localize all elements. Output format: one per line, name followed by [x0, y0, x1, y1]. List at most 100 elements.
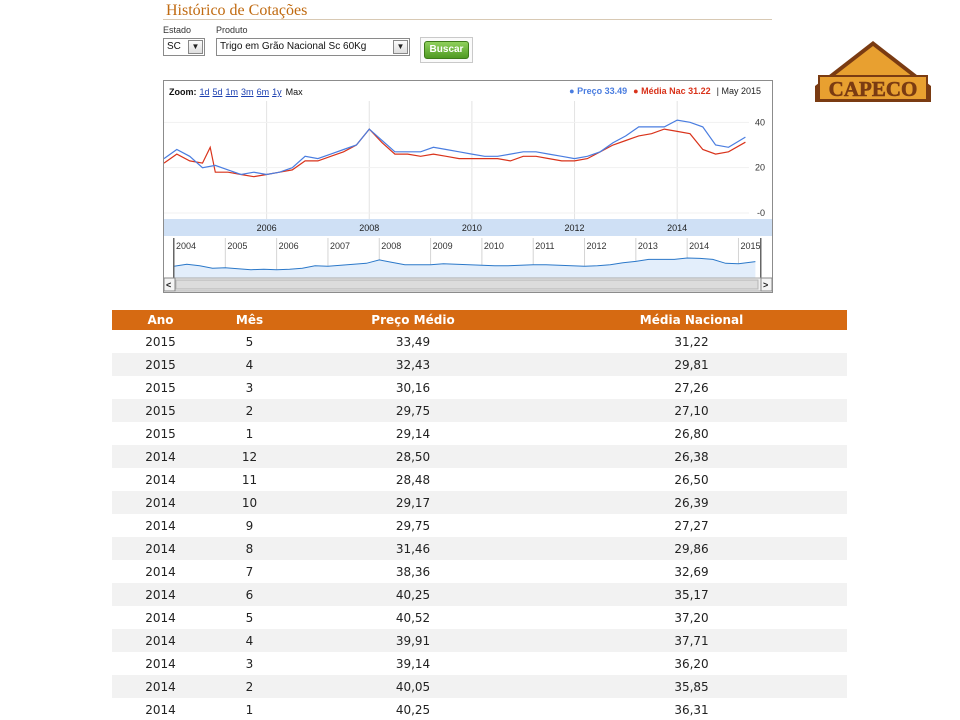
scroll-left-button: [164, 277, 176, 292]
table-cell: 38,36: [395, 564, 431, 579]
table-cell: 3: [245, 656, 254, 671]
table-cell: 29,17: [290, 491, 536, 514]
table-cell: 2015: [145, 334, 176, 349]
zoom-3m[interactable]: 3m: [241, 87, 254, 97]
table-cell: 12: [209, 445, 290, 468]
navigator-label: 2006: [279, 241, 299, 251]
table-cell: 31,22: [674, 334, 709, 349]
estado-select[interactable]: SC ▼: [163, 38, 205, 56]
zoom-bar: Zoom: 1d 5d 1m 3m 6m 1y Max: [169, 87, 303, 97]
table-cell: 2014: [112, 445, 209, 468]
table-cell: 33,49: [395, 334, 431, 349]
logo-text: CAPECO: [829, 77, 918, 101]
produto-value: Trigo em Grão Nacional Sc 60Kg: [220, 41, 367, 52]
produto-select[interactable]: Trigo em Grão Nacional Sc 60Kg ▼: [216, 38, 410, 56]
x-tick-label: 2008: [359, 223, 379, 233]
table-cell: 39,91: [290, 629, 536, 652]
table-cell: 11: [241, 472, 258, 487]
table-cell: 1: [245, 426, 254, 441]
table-cell: 28,50: [290, 445, 536, 468]
table-cell: 5: [245, 610, 254, 625]
table-cell: 29,75: [290, 399, 536, 422]
table-row: 2014 10 29,17 26,39: [112, 491, 847, 514]
x-axis-band: [164, 219, 772, 236]
estado-label: Estado: [163, 25, 192, 35]
table-cell: 36,20: [674, 656, 709, 671]
navigator-label: 2005: [227, 241, 247, 251]
zoom-max: Max: [285, 87, 303, 97]
quotes-table: Ano Mês Preço Médio Média Nacional 2015 5 33,…: [112, 310, 847, 720]
table-row: 2014 7 38,36 32,69: [112, 560, 847, 583]
capeco-logo: CAPECO: [815, 41, 931, 102]
table-cell: 26,50: [674, 472, 709, 487]
table-row: 2014 5 40,52 37,20: [112, 606, 847, 629]
column-header: Preço Médio: [290, 310, 536, 330]
table-row: 2015 1 29,14 26,80: [112, 422, 847, 445]
zoom-6m[interactable]: 6m: [256, 87, 270, 97]
column-header: Média Nacional: [536, 310, 847, 330]
navigator-label: 2004: [176, 241, 196, 251]
zoom-1y[interactable]: 1y: [272, 87, 282, 97]
logo-plate: [820, 77, 926, 99]
table-cell: 27,27: [674, 518, 709, 533]
chevron-right-icon: >: [763, 280, 768, 290]
page-title: Histórico de Cotações: [166, 2, 308, 19]
navigator-handle-left: [173, 238, 175, 278]
table-cell: 26,80: [674, 426, 709, 441]
table-cell: 2015: [112, 399, 209, 422]
table-body: 2015 5 33,49 31,22 2015 4 32,43 29,81 2015 3 30,16…: [112, 330, 847, 720]
navigator-label: 2008: [381, 241, 401, 251]
chevron-down-icon[interactable]: ▼: [188, 40, 203, 54]
table-cell: 2014: [112, 583, 209, 606]
main-plot: 40 20 -0 2006 2008 2010 2012 2014: [164, 101, 772, 236]
zoom-1d[interactable]: 1d: [199, 87, 210, 97]
table-cell: 37,71: [536, 629, 847, 652]
table-cell: 2014: [145, 656, 176, 671]
table-cell: 2014: [112, 537, 209, 560]
table-row: 2014 4 39,91 37,71: [112, 629, 847, 652]
table-header-row: Ano Mês Preço Médio Média Nacional: [112, 310, 847, 330]
zoom-1m[interactable]: 1m: [225, 87, 239, 97]
zoom-label: Zoom:: [169, 87, 197, 97]
column-header: Mês: [209, 310, 290, 330]
navigator-label: 2010: [484, 241, 504, 251]
table-cell: 29,14: [395, 426, 431, 441]
search-button[interactable]: Buscar: [424, 41, 469, 59]
table-cell: 4: [209, 353, 290, 376]
table-cell: 36,31: [674, 702, 709, 717]
table-cell: 2014: [112, 629, 209, 652]
table-row: 2015 3 30,16 27,26: [112, 376, 847, 399]
table-cell: 40,25: [290, 583, 536, 606]
table-cell: 30,16: [395, 380, 431, 395]
table-cell: 3: [245, 380, 254, 395]
table-row: 2015 4 32,43 29,81: [112, 353, 847, 376]
table-cell: 28,48: [395, 472, 431, 487]
table-cell: 35,17: [536, 583, 847, 606]
navigator-line: [173, 257, 756, 271]
navigator[interactable]: 2004 2005 2006 2007 2008 2009 2010 2011 2012 2013…: [164, 238, 772, 292]
table-cell: 2015: [145, 380, 176, 395]
navigator-area: [174, 258, 756, 278]
table-cell: 2014: [112, 675, 209, 698]
table-row: 2014 8 31,46 29,86: [112, 537, 847, 560]
y-tick-label: 20: [755, 163, 765, 173]
table-cell: 27,26: [674, 380, 709, 395]
table-cell: 2014: [112, 491, 209, 514]
chart-legend: ● Preço 33.49 ● Média Nac 31.22 | May 2015: [569, 86, 761, 96]
table-cell: 26,39: [536, 491, 847, 514]
legend-date: | May 2015: [716, 86, 761, 96]
table-row: 2014 6 40,25 35,17: [112, 583, 847, 606]
table-cell: 2014: [145, 472, 176, 487]
navigator-label: 2007: [330, 241, 350, 251]
title-divider: [163, 19, 772, 20]
table-row: 2014 11 28,48 26,50: [112, 468, 847, 491]
table-cell: 2014: [145, 518, 176, 533]
table-row: 2014 3 39,14 36,20: [112, 652, 847, 675]
series-media-line: [164, 128, 746, 178]
zoom-5d[interactable]: 5d: [212, 87, 223, 97]
table-row: 2014 2 40,05 35,85: [112, 675, 847, 698]
table-cell: 2014: [145, 610, 176, 625]
legend-media: ● Média Nac 31.22: [633, 86, 711, 96]
chevron-down-icon[interactable]: ▼: [393, 40, 408, 54]
table-cell: 2014: [145, 702, 176, 717]
